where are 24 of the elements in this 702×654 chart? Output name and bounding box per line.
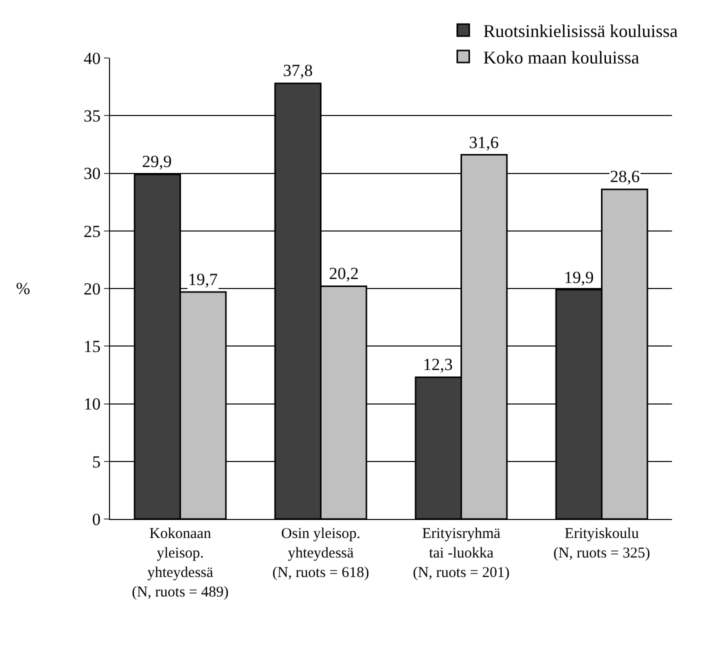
data-label: 37,8 [283, 61, 313, 80]
data-label: 31,6 [469, 133, 499, 152]
x-tick-label: Kokonaan yleisop. yhteydessä (N, ruots = 489) [132, 526, 229, 600]
y-tick-label: 5 [92, 452, 101, 472]
y-tick-label: 25 [84, 222, 101, 241]
data-label: 29,9 [142, 152, 172, 171]
y-tick-label: 15 [84, 337, 101, 356]
y-tick-label: 40 [84, 48, 101, 68]
y-tick-label: 20 [84, 279, 101, 298]
y-tick-label: 0 [92, 510, 101, 529]
y-tick-label: 30 [84, 164, 101, 184]
data-label: 20,2 [329, 264, 359, 283]
data-label: 19,7 [188, 270, 218, 289]
legend-label: Ruotsinkielisissä kouluissa [483, 21, 678, 42]
legend-label: Koko maan kouluissa [483, 48, 640, 68]
y-tick-label: 10 [84, 394, 101, 414]
y-axis-title: % [16, 279, 30, 298]
x-tick-label: Erityiskoulu (N, ruots = 325) [553, 526, 650, 562]
y-tick-label: 35 [84, 106, 101, 126]
data-label: 12,3 [423, 355, 453, 374]
data-label: 19,9 [564, 268, 594, 287]
x-tick-label: Erityisryhmä tai -luokka (N, ruots = 201) [412, 526, 510, 581]
data-label: 28,6 [610, 167, 640, 186]
x-tick-label: Osin yleisop. yhteydessä (N, ruots = 618) [272, 526, 370, 581]
